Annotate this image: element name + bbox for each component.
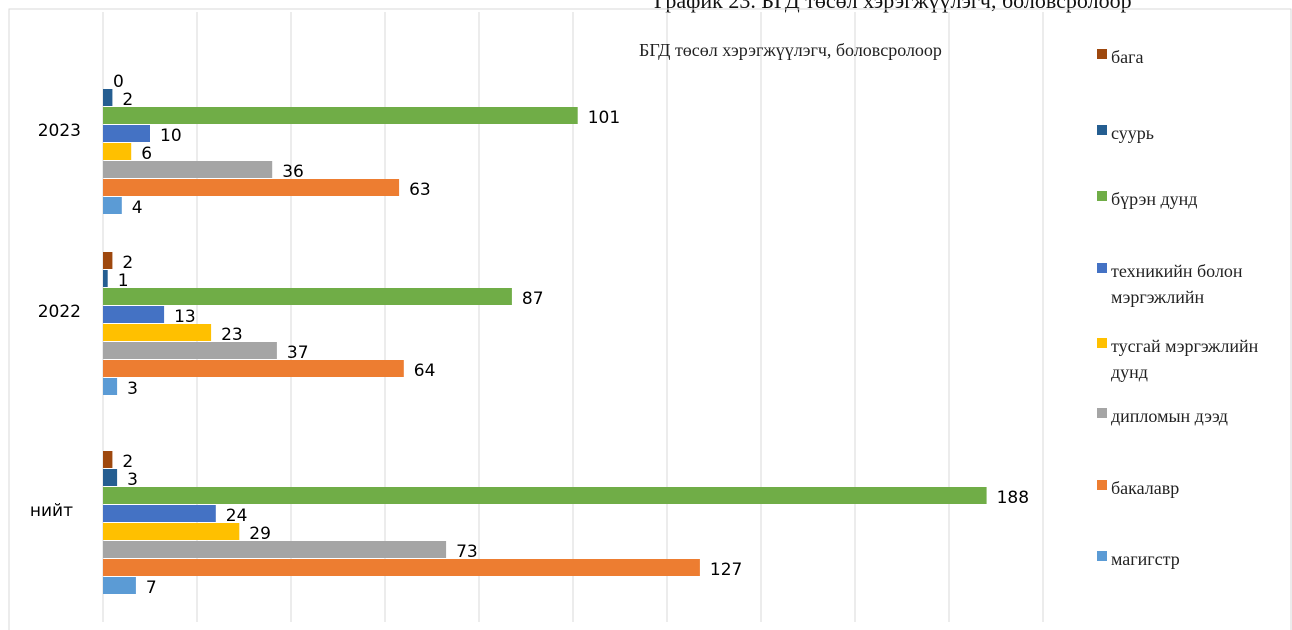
category-label: 2023	[38, 121, 81, 141]
legend-item: магигстр	[1097, 546, 1281, 572]
bar	[103, 270, 108, 287]
page-title: График 23. БГД төсөл хэрэгжүүлэгч, болов…	[654, 0, 1132, 13]
data-label: 37	[287, 343, 309, 363]
bar	[103, 342, 277, 359]
legend-label: магигстр	[1111, 549, 1180, 569]
data-label: 0	[113, 72, 124, 92]
legend-label: дипломын дээд	[1111, 406, 1228, 426]
legend-swatch	[1097, 551, 1107, 561]
bar	[103, 161, 273, 178]
data-label: 7	[146, 578, 157, 598]
legend-item: бүрэн дунд	[1097, 186, 1281, 212]
chart-title: БГД төсөл хэрэгжүүлэгч, боловсролоор	[639, 40, 942, 60]
data-label: 64	[414, 361, 436, 381]
data-label: 13	[174, 307, 196, 327]
bar	[103, 505, 216, 522]
bar	[103, 451, 113, 468]
data-label: 127	[710, 560, 742, 580]
legend-label: тусгай мэргэжлийн дунд	[1111, 336, 1259, 382]
data-label: 29	[249, 524, 271, 544]
data-label: 2	[122, 452, 133, 472]
data-label: 2	[122, 90, 133, 110]
legend-label: бакалавр	[1111, 478, 1180, 498]
data-label: 4	[132, 198, 143, 218]
bar	[103, 487, 987, 504]
bar	[103, 143, 132, 160]
data-labels: 0210110636634218713233764323188242973127…	[113, 72, 1029, 598]
bar	[103, 559, 700, 576]
legend-label: бүрэн дунд	[1111, 189, 1198, 209]
legend-item: техникийн болон мэргэжлийн	[1097, 258, 1281, 310]
category-label: 2022	[38, 302, 81, 322]
data-label: 1	[118, 271, 129, 291]
legend-item: суурь	[1097, 120, 1281, 146]
data-label: 63	[409, 180, 431, 200]
bar	[103, 523, 240, 540]
bar	[103, 197, 122, 214]
legend-item: тусгай мэргэжлийн дунд	[1097, 333, 1281, 385]
data-label: 73	[456, 542, 478, 562]
bar	[103, 469, 118, 486]
legend-swatch	[1097, 125, 1107, 135]
bar	[103, 252, 113, 269]
data-label: 188	[997, 488, 1029, 508]
bar	[103, 541, 447, 558]
legend-swatch	[1097, 408, 1107, 418]
data-label: 3	[127, 470, 138, 490]
category-labels: 2023 2022 нийт	[30, 121, 81, 521]
legend-swatch	[1097, 49, 1107, 59]
data-label: 3	[127, 379, 138, 399]
bar	[103, 288, 512, 305]
bar	[103, 306, 165, 323]
bar	[103, 125, 150, 142]
data-label: 2	[122, 253, 133, 273]
legend-swatch	[1097, 338, 1107, 348]
bar	[103, 89, 113, 106]
bar	[103, 107, 578, 124]
legend-label: бага	[1111, 47, 1144, 67]
data-label: 10	[160, 126, 182, 146]
legend-swatch	[1097, 480, 1107, 490]
bar	[103, 324, 212, 341]
legend-swatch	[1097, 191, 1107, 201]
bar	[103, 378, 118, 395]
data-label: 87	[522, 289, 544, 309]
legend-item: бакалавр	[1097, 475, 1281, 501]
category-label: нийт	[30, 501, 73, 521]
legend-label: суурь	[1111, 123, 1154, 143]
legend-item: бага	[1097, 44, 1281, 70]
data-label: 36	[282, 162, 304, 182]
legend-swatch	[1097, 263, 1107, 273]
bar-series	[103, 89, 987, 594]
data-label: 101	[588, 108, 620, 128]
data-label: 6	[141, 144, 152, 164]
chart-frame	[8, 8, 1292, 630]
bar	[103, 360, 404, 377]
bar	[103, 179, 400, 196]
legend-item: дипломын дээд	[1097, 403, 1281, 429]
grid-lines	[102, 12, 1044, 622]
bar	[103, 577, 136, 594]
data-label: 23	[221, 325, 243, 345]
legend-label: техникийн болон мэргэжлийн	[1111, 261, 1243, 307]
data-label: 24	[226, 506, 248, 526]
